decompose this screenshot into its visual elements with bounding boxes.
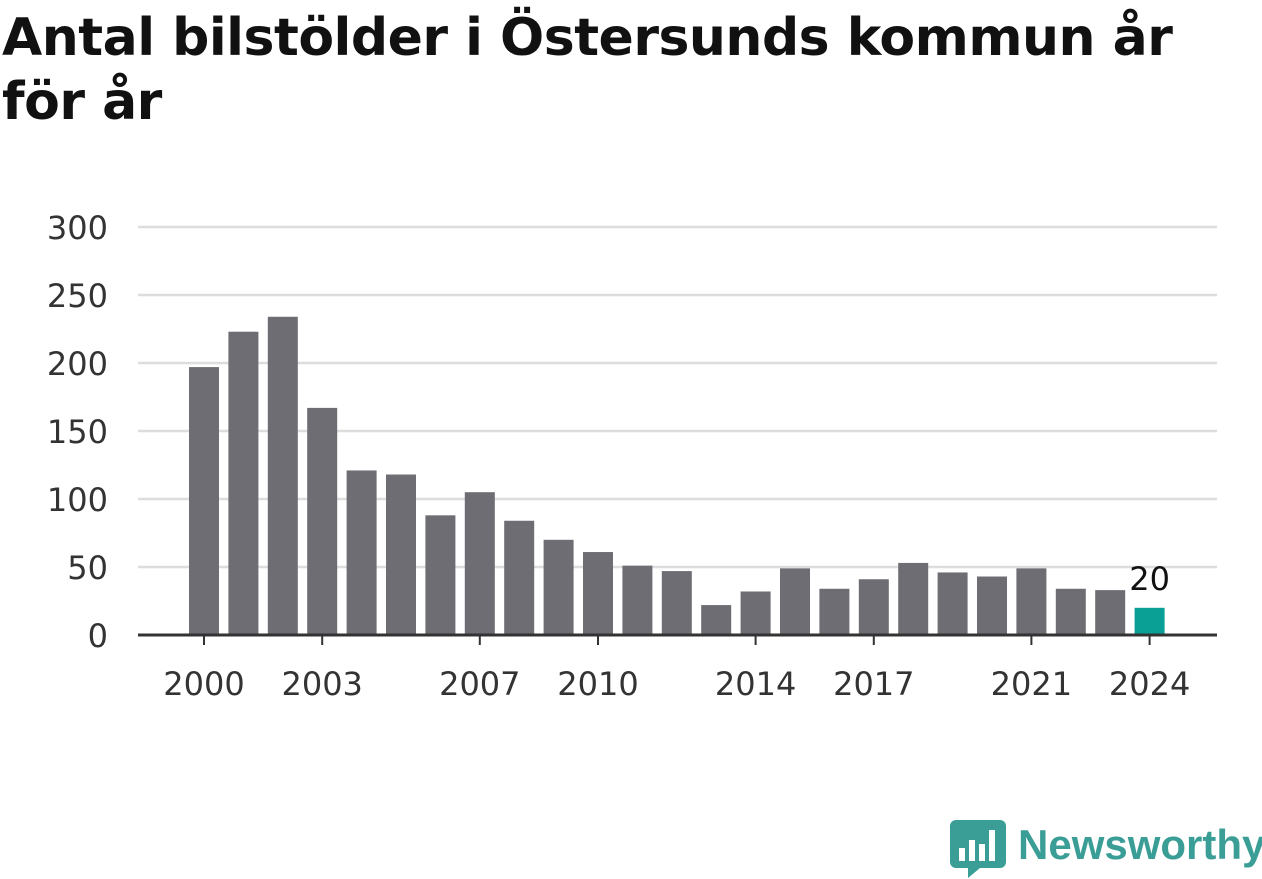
y-tick-label: 250: [47, 277, 108, 315]
bar-2023: [1095, 590, 1126, 635]
bar-2018: [898, 562, 929, 635]
bar-2004: [346, 470, 377, 635]
y-axis-tick-labels: 0 50 100 150 200 250 300: [47, 209, 108, 655]
bar-2013: [701, 605, 732, 635]
x-tick-label: 2007: [439, 665, 520, 703]
bar-2001: [228, 331, 259, 635]
bar-2011: [622, 565, 653, 635]
bar-2014: [740, 591, 771, 635]
bar-2000: [189, 367, 219, 635]
bar-2022: [1055, 588, 1086, 635]
bar-2003: [307, 407, 338, 635]
y-tick-label: 150: [47, 413, 108, 451]
x-tick-label: 2014: [715, 665, 796, 703]
y-tick-label: 100: [47, 481, 108, 519]
x-axis: 2000 2003 2007 2010 2014 2017 2021 2024: [138, 633, 1217, 703]
grid-lines: [138, 225, 1217, 569]
bar-2016: [819, 588, 850, 635]
y-tick-label: 0: [88, 617, 108, 655]
bar-2012: [661, 571, 692, 635]
x-tick-label: 2000: [163, 665, 244, 703]
bar-2002: [267, 316, 298, 635]
bar-2007: [464, 492, 495, 635]
newsworthy-brand: Newsworthy: [950, 818, 1262, 878]
bar-2009: [543, 539, 574, 635]
data-label: 20: [1129, 560, 1170, 598]
bar-2005: [386, 474, 416, 635]
x-tick-label: 2017: [833, 665, 914, 703]
y-tick-label: 50: [67, 549, 108, 587]
bar-2019: [937, 572, 968, 635]
bars: [189, 316, 1165, 635]
bar-2015: [780, 568, 810, 635]
chart-title: Antal bilstölder i Östersunds kommun år …: [2, 8, 1173, 132]
x-tick-label: 2010: [557, 665, 638, 703]
y-tick-label: 200: [47, 345, 108, 383]
annotations: 20: [1129, 560, 1170, 598]
x-tick-label: 2024: [1109, 665, 1190, 703]
bar-2017: [858, 579, 889, 635]
y-tick-label: 300: [47, 209, 108, 247]
bar-2006: [425, 515, 456, 635]
bar-2008: [504, 520, 535, 635]
bar-2021: [1016, 568, 1047, 635]
bar-2020: [977, 576, 1007, 635]
bar-2010: [583, 552, 613, 635]
x-tick-label: 2021: [991, 665, 1072, 703]
x-tick-label: 2003: [281, 665, 362, 703]
bar-2024: [1134, 607, 1165, 635]
brand-name: Newsworthy: [1018, 821, 1262, 868]
newsworthy-logo-icon: [950, 820, 1006, 878]
